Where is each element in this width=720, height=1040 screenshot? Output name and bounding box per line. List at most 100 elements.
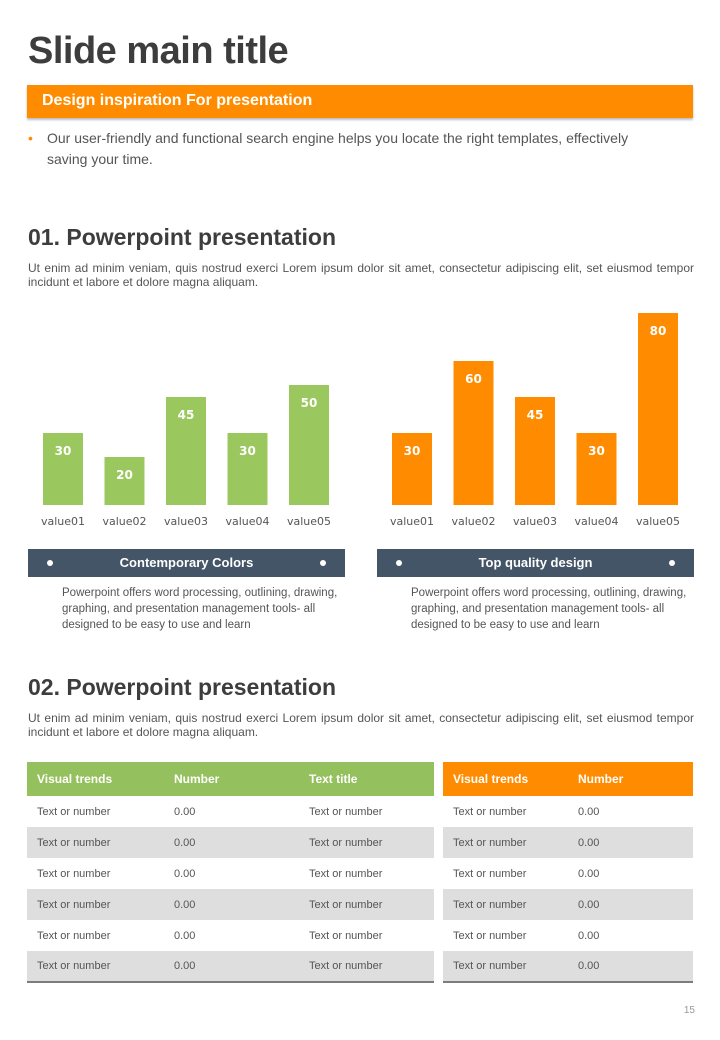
- feature-text-2: Powerpoint offers word processing, outli…: [411, 587, 687, 631]
- bullet-icon: •: [28, 130, 33, 146]
- bar-chart-green-svg: 30 value01 20 value02 45 value03 30 value04 50 va…: [41, 385, 331, 528]
- table-cell: 0.00: [578, 805, 600, 818]
- banner-text: Design inspiration For presentation: [42, 92, 313, 109]
- column-header: Number: [164, 762, 299, 796]
- bar-value03: [166, 397, 206, 505]
- category-label: value05: [287, 515, 331, 528]
- page-number: 15: [683, 1005, 695, 1016]
- table-cell: 0.00: [578, 867, 600, 880]
- data-label: 50: [301, 396, 318, 410]
- column-header: Visual trends: [27, 762, 164, 796]
- table-cell: 0.00: [578, 929, 600, 942]
- table-cell: 0.00: [568, 889, 693, 920]
- category-label: value05: [636, 515, 680, 528]
- data-label: 20: [116, 468, 133, 482]
- data-table-left: Visual trends Number Text title Text or …: [27, 762, 434, 983]
- table-cell: Text or number: [309, 805, 383, 818]
- category-label: value04: [225, 515, 269, 528]
- table-cell: Text or number: [309, 867, 383, 880]
- category-label: value01: [41, 515, 85, 528]
- bar-chart-orange-svg: 30 value01 60 value02 45 value03 30 value04 80 va…: [390, 313, 680, 528]
- subtitle-banner: Design inspiration For presentation: [27, 85, 693, 118]
- data-label: 30: [404, 444, 421, 458]
- slide-main-title: Slide main title: [28, 30, 289, 72]
- feature-title: Top quality design: [478, 555, 593, 570]
- table-cell: Text or number: [299, 827, 434, 858]
- table-cell: 0.00: [174, 867, 196, 880]
- table-cell: Text or number: [443, 889, 568, 920]
- category-label: value01: [390, 515, 434, 528]
- bar-chart-orange: 30 value01 60 value02 45 value03 30 value04 80 va…: [376, 300, 696, 540]
- table-cell: Text or number: [37, 805, 111, 818]
- data-label: 30: [588, 444, 605, 458]
- bullet-item: • Our user-friendly and functional searc…: [28, 128, 668, 170]
- data-label: 30: [55, 444, 72, 458]
- column-header: Visual trends: [443, 762, 568, 796]
- table-cell: Text or number: [443, 951, 568, 983]
- bullet-text: Our user-friendly and functional search …: [47, 130, 629, 167]
- column-header: Text title: [299, 762, 434, 796]
- table-cell: Text or number: [27, 951, 164, 983]
- table-cell: Text or number: [453, 929, 527, 942]
- dot-icon: [47, 560, 53, 566]
- feature-header-2: Top quality design: [377, 549, 694, 577]
- table-cell: 0.00: [164, 889, 299, 920]
- data-label: 80: [650, 324, 667, 338]
- bar-value04: [576, 433, 617, 505]
- table-cell: Text or number: [443, 827, 568, 858]
- table-row: Text or number 0.00 Text or number: [27, 951, 434, 983]
- bar-value04: [227, 433, 268, 505]
- table-cell: Text or number: [299, 889, 434, 920]
- table-header-row: Visual trends Number: [443, 762, 693, 796]
- data-label: 45: [527, 408, 544, 422]
- table-cell: 0.00: [568, 951, 693, 983]
- table-row: Text or number 0.00 Text or number: [27, 920, 434, 951]
- table-row: Text or number 0.00: [443, 951, 693, 983]
- table-row: Text or number 0.00: [443, 827, 693, 858]
- table-row: Text or number 0.00: [443, 889, 693, 920]
- table-cell: Text or number: [27, 889, 164, 920]
- section1-description: Ut enim ad minim veniam, quis nostrud ex…: [28, 261, 694, 289]
- bar-value03: [515, 397, 555, 505]
- table-row: Text or number 0.00 Text or number: [27, 796, 434, 827]
- table-row: Text or number 0.00 Text or number: [27, 889, 434, 920]
- category-label: value02: [102, 515, 146, 528]
- bar-value02: [104, 457, 145, 505]
- category-label: value02: [451, 515, 495, 528]
- table-cell: 0.00: [164, 827, 299, 858]
- dot-icon: [669, 560, 675, 566]
- table-cell: 0.00: [174, 929, 196, 942]
- bar-value01: [43, 433, 83, 505]
- dot-icon: [320, 560, 326, 566]
- table-cell: Text or number: [27, 827, 164, 858]
- table-cell: 0.00: [568, 827, 693, 858]
- feature-text-1: Powerpoint offers word processing, outli…: [62, 587, 338, 631]
- table-cell: Text or number: [37, 867, 111, 880]
- table-cell: Text or number: [309, 929, 383, 942]
- table-cell: Text or number: [37, 929, 111, 942]
- bar-value01: [392, 433, 432, 505]
- table-cell: Text or number: [299, 951, 434, 983]
- data-label: 45: [178, 408, 195, 422]
- feature-title: Contemporary Colors: [119, 555, 254, 570]
- bar-chart-green: 30 value01 20 value02 45 value03 30 value04 50 va…: [27, 300, 347, 540]
- bar-value02: [453, 361, 494, 505]
- table-cell: 0.00: [174, 805, 196, 818]
- table-cell: Text or number: [453, 805, 527, 818]
- table-row: Text or number 0.00 Text or number: [27, 858, 434, 889]
- data-label: 30: [239, 444, 256, 458]
- table-row: Text or number 0.00: [443, 858, 693, 889]
- bar-value05: [638, 313, 678, 505]
- table-header-row: Visual trends Number Text title: [27, 762, 434, 796]
- category-label: value04: [574, 515, 618, 528]
- table-row: Text or number 0.00: [443, 920, 693, 951]
- dot-icon: [396, 560, 402, 566]
- feature-header-1: Contemporary Colors: [28, 549, 345, 577]
- table-row: Text or number 0.00: [443, 796, 693, 827]
- section2-title: 02. Powerpoint presentation: [28, 674, 336, 700]
- bar-value05: [289, 385, 329, 505]
- data-label: 60: [465, 372, 482, 386]
- category-label: value03: [513, 515, 557, 528]
- category-label: value03: [164, 515, 208, 528]
- table-row: Text or number 0.00 Text or number: [27, 827, 434, 858]
